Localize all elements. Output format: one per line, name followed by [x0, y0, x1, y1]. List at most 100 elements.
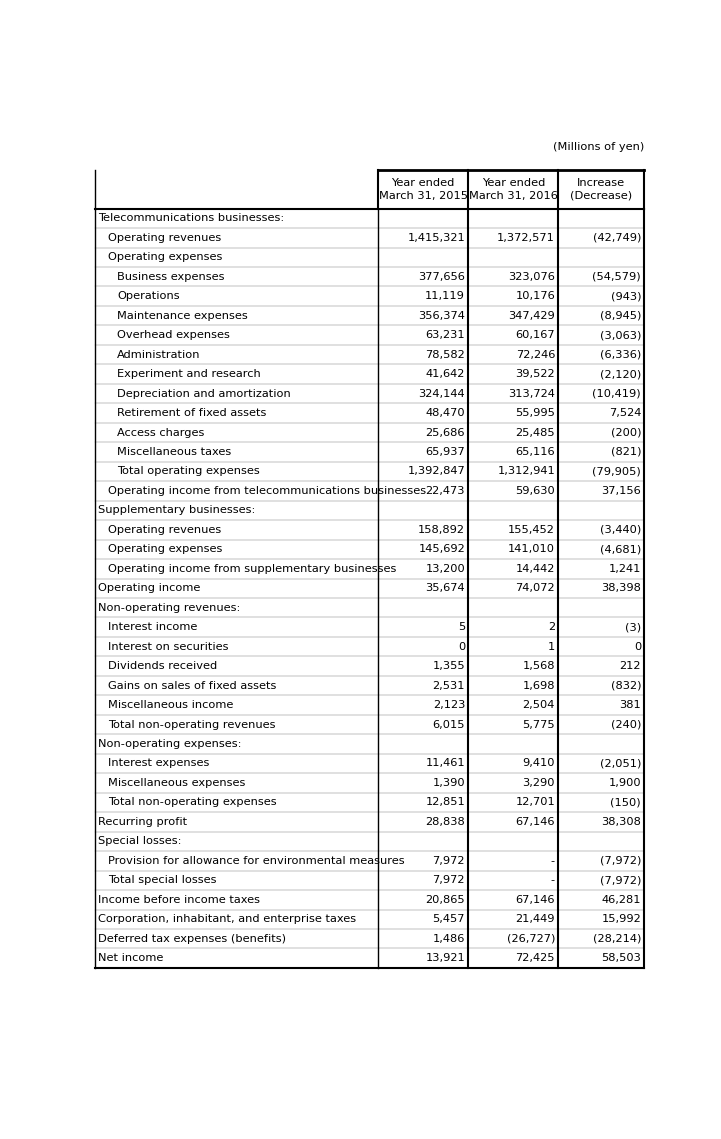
Text: 6,015: 6,015	[433, 720, 465, 730]
Text: 13,921: 13,921	[425, 953, 465, 964]
Text: 347,429: 347,429	[508, 311, 555, 321]
Text: Operating income from telecommunications businesses: Operating income from telecommunications…	[108, 486, 426, 495]
Text: 381: 381	[619, 700, 641, 710]
Text: 39,522: 39,522	[516, 369, 555, 379]
Text: 10,176: 10,176	[516, 292, 555, 301]
Text: 7,524: 7,524	[609, 408, 641, 418]
Text: 356,374: 356,374	[418, 311, 465, 321]
Text: (28,214): (28,214)	[593, 934, 641, 944]
Text: (2,051): (2,051)	[600, 759, 641, 769]
Text: 63,231: 63,231	[425, 330, 465, 341]
Text: (3,440): (3,440)	[600, 525, 641, 535]
Text: Income before income taxes: Income before income taxes	[98, 895, 260, 904]
Text: (832): (832)	[611, 681, 641, 690]
Text: Special losses:: Special losses:	[98, 836, 182, 846]
Text: 21,449: 21,449	[516, 915, 555, 924]
Text: 25,686: 25,686	[425, 427, 465, 437]
Text: (79,905): (79,905)	[593, 467, 641, 476]
Text: (Millions of yen): (Millions of yen)	[553, 142, 645, 151]
Text: (150): (150)	[611, 797, 641, 808]
Text: Miscellaneous taxes: Miscellaneous taxes	[117, 446, 231, 457]
Text: (54,579): (54,579)	[593, 272, 641, 281]
Text: Total special losses: Total special losses	[108, 875, 216, 885]
Text: 5: 5	[458, 622, 465, 632]
Text: 377,656: 377,656	[418, 272, 465, 281]
Text: 323,076: 323,076	[508, 272, 555, 281]
Text: 59,630: 59,630	[516, 486, 555, 495]
Text: 324,144: 324,144	[418, 388, 465, 399]
Text: 46,281: 46,281	[601, 895, 641, 904]
Text: Total non-operating revenues: Total non-operating revenues	[108, 720, 275, 730]
Text: (3,063): (3,063)	[600, 330, 641, 341]
Text: 28,838: 28,838	[425, 817, 465, 827]
Text: 3,290: 3,290	[523, 778, 555, 788]
Text: Telecommunications businesses:: Telecommunications businesses:	[98, 213, 284, 223]
Text: Operations: Operations	[117, 292, 180, 301]
Text: 155,452: 155,452	[508, 525, 555, 535]
Text: Increase
(Decrease): Increase (Decrease)	[570, 178, 632, 200]
Text: 67,146: 67,146	[516, 895, 555, 904]
Text: Administration: Administration	[117, 350, 200, 360]
Text: Interest income: Interest income	[108, 622, 198, 632]
Text: Non-operating revenues:: Non-operating revenues:	[98, 603, 240, 613]
Text: Deferred tax expenses (benefits): Deferred tax expenses (benefits)	[98, 934, 286, 944]
Text: 11,119: 11,119	[425, 292, 465, 301]
Text: 2,531: 2,531	[433, 681, 465, 690]
Text: 2,123: 2,123	[433, 700, 465, 710]
Text: Total operating expenses: Total operating expenses	[117, 467, 260, 476]
Text: (943): (943)	[611, 292, 641, 301]
Text: 141,010: 141,010	[508, 544, 555, 555]
Text: Retirement of fixed assets: Retirement of fixed assets	[117, 408, 266, 418]
Text: -: -	[551, 875, 555, 885]
Text: 1,698: 1,698	[523, 681, 555, 690]
Text: Gains on sales of fixed assets: Gains on sales of fixed assets	[108, 681, 276, 690]
Text: 37,156: 37,156	[601, 486, 641, 495]
Text: Maintenance expenses: Maintenance expenses	[117, 311, 248, 321]
Text: Net income: Net income	[98, 953, 164, 964]
Text: 65,116: 65,116	[516, 446, 555, 457]
Text: (7,972): (7,972)	[600, 875, 641, 885]
Text: 1,392,847: 1,392,847	[407, 467, 465, 476]
Text: 212: 212	[619, 661, 641, 671]
Text: (821): (821)	[611, 446, 641, 457]
Text: 7,972: 7,972	[433, 855, 465, 866]
Text: Experiment and research: Experiment and research	[117, 369, 261, 379]
Text: Business expenses: Business expenses	[117, 272, 224, 281]
Text: 1,900: 1,900	[609, 778, 641, 788]
Text: Operating revenues: Operating revenues	[108, 232, 221, 243]
Text: 74,072: 74,072	[516, 583, 555, 593]
Text: 58,503: 58,503	[601, 953, 641, 964]
Text: 12,701: 12,701	[516, 797, 555, 808]
Text: 1,355: 1,355	[433, 661, 465, 671]
Text: 145,692: 145,692	[418, 544, 465, 555]
Text: 35,674: 35,674	[425, 583, 465, 593]
Text: Overhead expenses: Overhead expenses	[117, 330, 230, 341]
Text: Total non-operating expenses: Total non-operating expenses	[108, 797, 277, 808]
Text: 0: 0	[634, 641, 641, 652]
Text: (4,681): (4,681)	[600, 544, 641, 555]
Text: 5,457: 5,457	[433, 915, 465, 924]
Text: 25,485: 25,485	[516, 427, 555, 437]
Text: (8,945): (8,945)	[600, 311, 641, 321]
Text: 41,642: 41,642	[425, 369, 465, 379]
Text: 2: 2	[548, 622, 555, 632]
Text: Miscellaneous income: Miscellaneous income	[108, 700, 234, 710]
Text: 65,937: 65,937	[425, 446, 465, 457]
Text: 20,865: 20,865	[425, 895, 465, 904]
Text: 1,415,321: 1,415,321	[407, 232, 465, 243]
Text: 14,442: 14,442	[516, 564, 555, 574]
Text: 67,146: 67,146	[516, 817, 555, 827]
Text: Operating expenses: Operating expenses	[108, 252, 222, 262]
Text: 158,892: 158,892	[418, 525, 465, 535]
Text: 72,425: 72,425	[516, 953, 555, 964]
Text: Year ended
March 31, 2016: Year ended March 31, 2016	[469, 178, 558, 200]
Text: (240): (240)	[611, 720, 641, 730]
Text: 5,775: 5,775	[523, 720, 555, 730]
Text: 15,992: 15,992	[601, 915, 641, 924]
Text: Year ended
March 31, 2015: Year ended March 31, 2015	[379, 178, 468, 200]
Text: 7,972: 7,972	[433, 875, 465, 885]
Text: (3): (3)	[625, 622, 641, 632]
Text: 313,724: 313,724	[508, 388, 555, 399]
Text: Recurring profit: Recurring profit	[98, 817, 187, 827]
Text: (7,972): (7,972)	[600, 855, 641, 866]
